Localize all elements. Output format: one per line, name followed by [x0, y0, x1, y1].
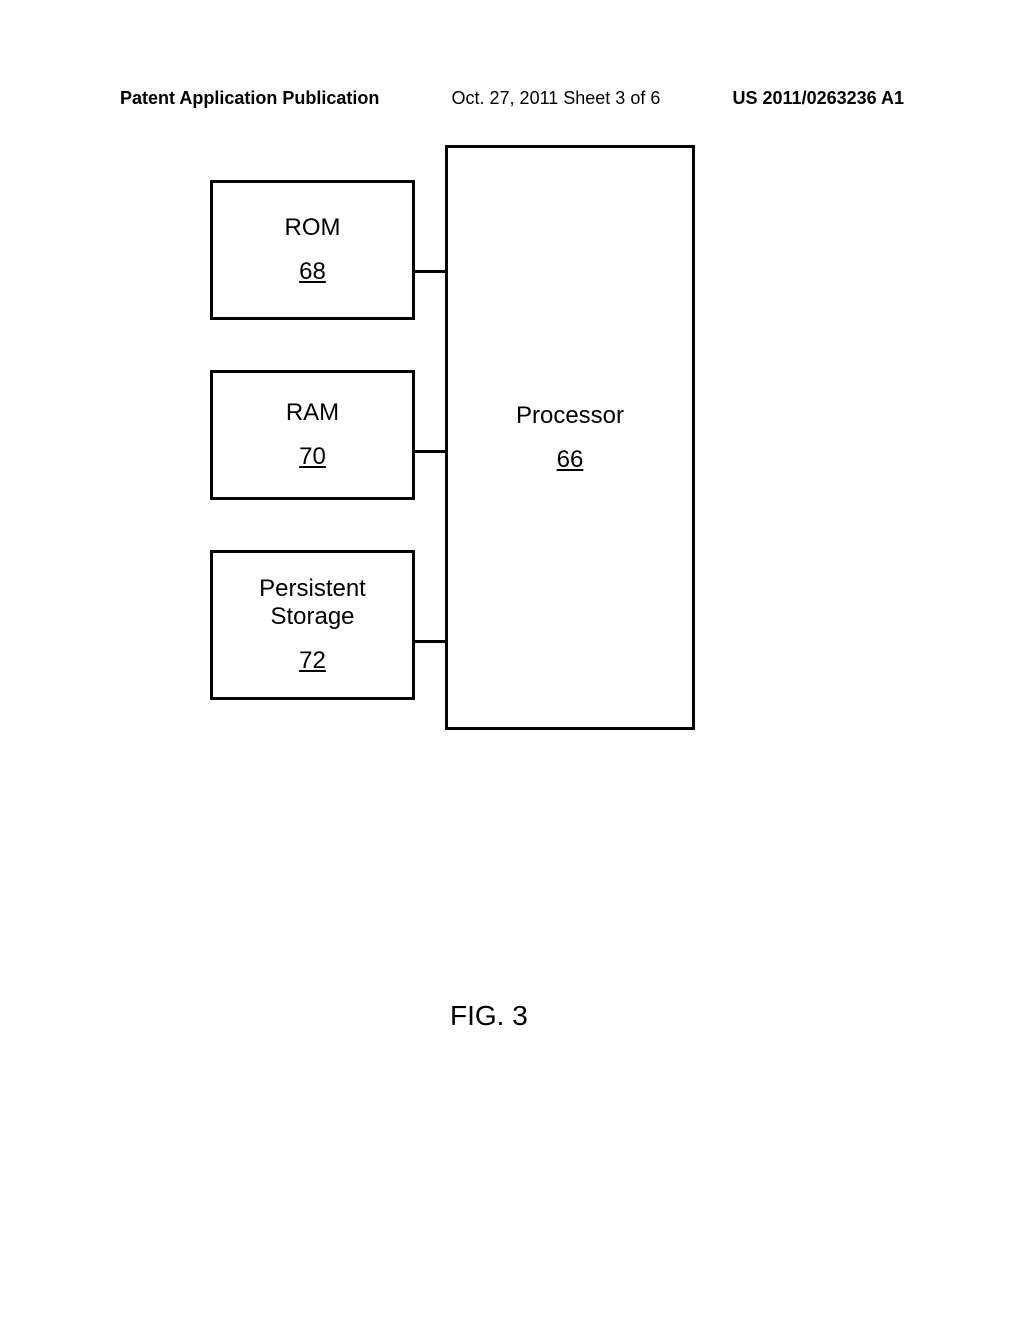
ram-title: RAM	[286, 399, 339, 427]
storage-block: PersistentStorage 72	[210, 550, 415, 700]
rom-block: ROM 68	[210, 180, 415, 320]
ram-block: RAM 70	[210, 370, 415, 500]
processor-block: Processor 66	[445, 145, 695, 730]
header-right: US 2011/0263236 A1	[733, 88, 904, 109]
connector-rom	[415, 270, 445, 273]
header-center: Oct. 27, 2011 Sheet 3 of 6	[452, 88, 661, 109]
figure-label: FIG. 3	[450, 1000, 528, 1032]
processor-ref: 66	[557, 446, 584, 474]
ram-ref: 70	[299, 443, 326, 471]
connector-ram	[415, 450, 445, 453]
block-diagram: ROM 68 RAM 70 PersistentStorage 72 Proce…	[0, 140, 1024, 840]
rom-title: ROM	[285, 214, 341, 242]
storage-ref: 72	[299, 647, 326, 675]
connector-storage	[415, 640, 445, 643]
storage-title: PersistentStorage	[259, 575, 366, 631]
page-header: Patent Application Publication Oct. 27, …	[0, 88, 1024, 109]
header-left: Patent Application Publication	[120, 88, 379, 109]
processor-title: Processor	[516, 402, 624, 430]
rom-ref: 68	[299, 258, 326, 286]
